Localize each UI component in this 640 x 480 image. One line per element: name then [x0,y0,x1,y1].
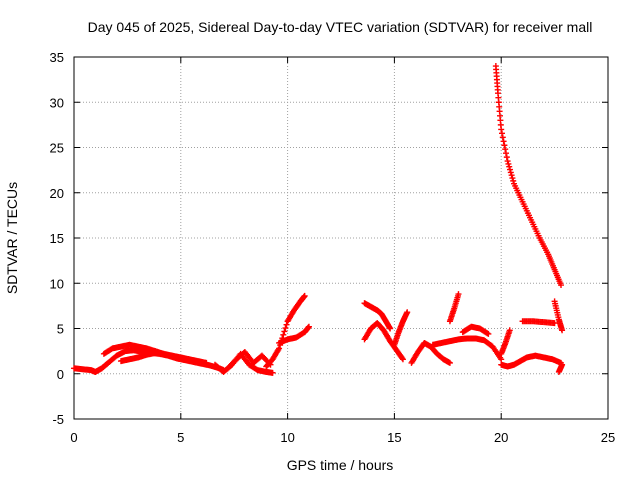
data-point [485,330,492,337]
data-point-interp [501,142,508,149]
x-tick-label: 15 [387,430,401,445]
series-arc-18 [498,327,513,357]
y-tick-label: -5 [52,412,64,427]
data-point [387,325,394,332]
y-tick-label: 30 [50,95,64,110]
series-arc-8 [276,323,312,346]
x-tick-label: 10 [280,430,294,445]
series-arc-16 [492,63,565,289]
x-tick-label: 0 [70,430,77,445]
data-point-interp [500,138,507,145]
data-points [71,63,566,376]
data-point [203,359,210,366]
data-point-interp [283,321,290,328]
x-tick-label: 25 [601,430,615,445]
data-point [506,327,513,334]
data-point-interp [499,134,506,141]
y-tick-label: 5 [57,322,64,337]
y-tick-label: 0 [57,367,64,382]
data-point [276,345,283,352]
y-tick-label: 25 [50,141,64,156]
x-tick-label: 5 [177,430,184,445]
data-point-interp [502,146,509,153]
y-tick-label: 35 [50,50,64,65]
data-point-interp [507,166,514,173]
data-point-interp [505,160,512,167]
data-point [446,359,453,366]
series-arc-13 [429,335,505,363]
data-point-interp [503,150,510,157]
y-tick-label: 20 [50,186,64,201]
data-point [558,282,565,289]
data-point [399,356,406,363]
y-axis-label: SDTVAR / TECUs [4,182,20,294]
data-point-interp [507,169,514,176]
x-axis-label: GPS time / hours [287,457,394,473]
data-point-interp [399,355,406,362]
series-arc-7 [263,292,308,370]
series-arc-4 [152,348,210,366]
y-tick-label: 15 [50,231,64,246]
data-point [559,361,566,368]
series-arc-14 [446,291,462,325]
data-point [559,327,566,334]
data-point [498,356,505,363]
data-point-interp [503,154,510,161]
series-arc-19 [519,318,558,327]
series-arc-20 [551,298,566,334]
series-arc-21 [555,361,566,375]
data-point-interp [281,328,288,335]
grid [74,57,608,419]
chart-title: Day 045 of 2025, Sidereal Day-to-day VTE… [88,19,593,35]
data-point-interp [510,177,517,184]
data-point [498,126,505,133]
data-point-interp [280,331,287,338]
series-arc-9 [361,300,394,332]
data-point-interp [509,175,516,182]
data-point [305,323,312,330]
data-point-interp [499,130,506,137]
series-arc-11 [391,309,411,348]
data-point [301,292,308,299]
data-point-interp [506,163,513,170]
data-point [404,309,411,316]
data-point [504,158,511,165]
data-point [551,320,558,327]
series-arc-17 [498,352,565,370]
data-point [269,369,276,376]
x-tick-label: 20 [494,430,508,445]
series-arc-12 [408,339,453,366]
data-point [455,291,462,298]
axis-ticks: 0 5 10 15 20 25 -5 0 5 10 15 20 25 30 35 [50,50,616,445]
y-tick-label: 10 [50,276,64,291]
data-point-interp [282,325,289,332]
series-arc-15 [459,323,492,337]
data-point-interp [508,172,515,179]
